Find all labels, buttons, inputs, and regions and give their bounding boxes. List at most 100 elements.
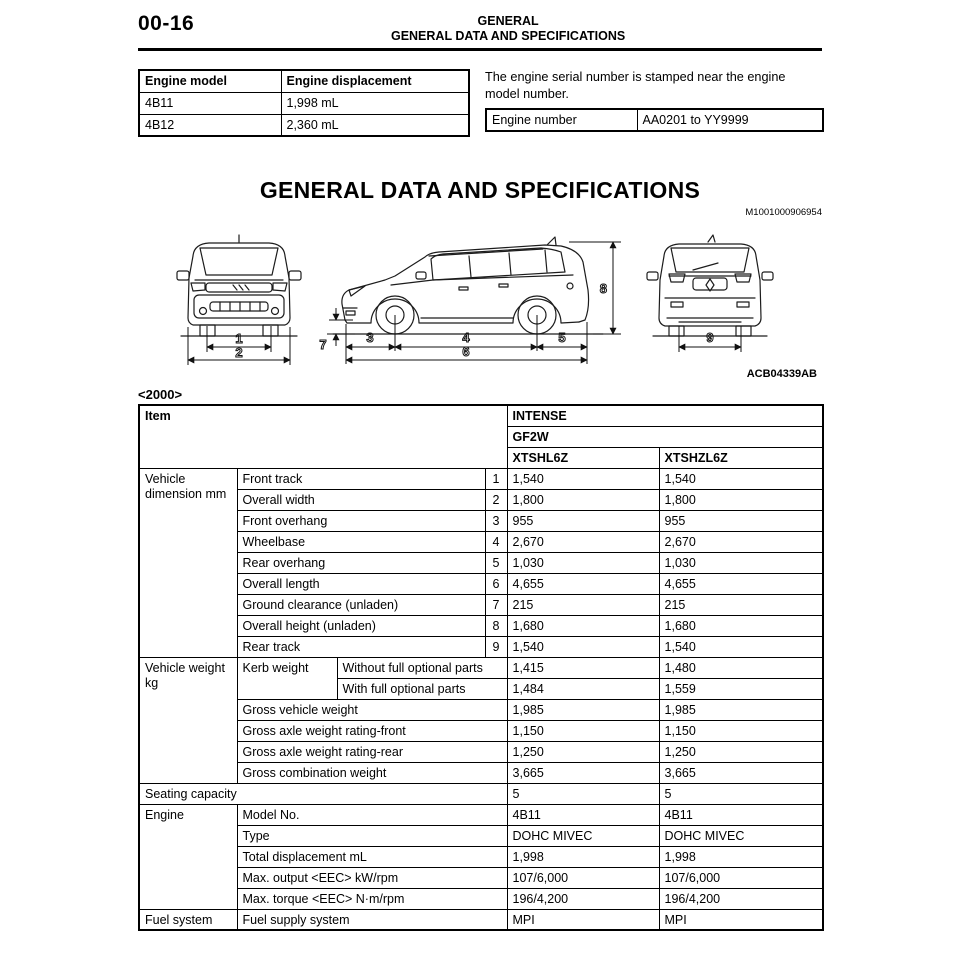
table-cell: 4 [484,530,508,553]
header-rule [138,48,822,51]
table-row: Gross combination weight 3,665 3,665 [139,761,824,784]
table-cell: 3,665 [658,761,824,784]
table-cell: Wheelbase [236,530,486,553]
table-row: Type DOHC MIVEC DOHC MIVEC [139,824,824,847]
table-cell: 1,680 [506,614,660,637]
engine-number-table: Engine number AA0201 to YY9999 [485,108,824,132]
table-cell: Gross axle weight rating-rear [236,740,508,763]
variant-label: <2000> [138,387,183,402]
vehicle-dimensions-figure: 1 2 [176,234,817,380]
table-row: 4B12 2,360 mL [138,113,470,137]
table-cell: MPI [506,908,660,931]
table-cell: 1,800 [658,488,824,511]
table-cell: 2 [484,488,508,511]
table-cell: 1,030 [658,551,824,574]
table-row: Fuel system Fuel supply system MPI MPI [138,908,824,931]
table-cell: 7 [484,593,508,616]
table-cell: 1,998 [506,845,660,868]
table-cell: 955 [658,509,824,532]
table-cell: Fuel supply system [236,908,508,931]
dim-label-4: 4 [462,330,470,345]
table-cell: Model No. [236,803,508,826]
table-row: Overall width 2 1,800 1,800 [139,488,824,511]
doc-code: M1001000906954 [745,207,822,218]
table-row: Seating capacity 5 5 [138,782,824,805]
table-cell: Type [236,824,508,847]
table-row: 4B11 1,998 mL [138,91,470,115]
table-cell: 1,150 [506,719,660,742]
table-cell: 1,680 [658,614,824,637]
table-cell: Seating capacity [138,782,508,805]
engine-displacement-header: Engine displacement [280,69,470,93]
table-cell: 955 [506,509,660,532]
table-cell: 5 [658,782,824,805]
figure-code: ACB04339AB [747,368,817,380]
front-view-dimensions: 1 2 [187,326,291,365]
table-cell: 2,670 [658,530,824,553]
dim-label-7: 7 [319,337,326,352]
table-cell: 9 [484,635,508,658]
side-view-dimensions: 7 3 4 5 6 8 [319,241,621,364]
table-cell: MPI [658,908,824,931]
page-header: 00-16 GENERAL GENERAL DATA AND SPECIFICA… [138,0,822,44]
table-cell: Gross vehicle weight [236,698,508,721]
table-cell: 1,540 [658,467,824,490]
table-cell: 2,360 mL [280,113,470,137]
dim-label-1: 1 [235,331,242,346]
category-cell: Vehicle weight kg [138,656,238,784]
table-cell: Kerb weight [236,656,338,700]
table-cell: 1,559 [658,677,824,700]
dim-label-2: 2 [235,345,242,360]
variant-left-header: XTSHL6Z [506,446,660,469]
table-cell: 196/4,200 [658,887,824,910]
table-cell: 1,415 [506,656,660,679]
table-cell: 2,670 [506,530,660,553]
rear-view-dimensions: 9 [678,326,742,352]
table-cell: 4,655 [658,572,824,595]
table-cell: 1,800 [506,488,660,511]
table-cell: Without full optional parts [336,656,508,679]
table-cell: 1 [484,467,508,490]
dim-label-5: 5 [558,330,565,345]
table-cell: Max. torque <EEC> N·m/rpm [236,887,508,910]
table-cell: 107/6,000 [506,866,660,889]
table-cell: With full optional parts [336,677,508,700]
serial-note-block: The engine serial number is stamped near… [485,69,824,137]
dim-label-3: 3 [366,330,373,345]
table-cell: 4,655 [506,572,660,595]
table-cell: Max. output <EEC> kW/rpm [236,866,508,889]
header-section-title: GENERAL DATA AND SPECIFICATIONS [390,29,626,43]
top-section: Engine model Engine displacement 4B11 1,… [138,69,824,137]
table-row: Gross axle weight rating-rear 1,250 1,25… [139,740,824,763]
trim-header: INTENSE [506,404,824,427]
side-view [332,236,604,335]
table-cell: Rear overhang [236,551,486,574]
table-row: Ground clearance (unladen) 7 215 215 [139,593,824,616]
table-cell: Overall width [236,488,486,511]
table-cell: DOHC MIVEC [658,824,824,847]
category-cell: Vehicle dimension mm [138,467,238,658]
table-cell: 5 [506,782,660,805]
table-cell: DOHC MIVEC [506,824,660,847]
dim-label-6: 6 [462,344,469,359]
table-cell: 4B11 [506,803,660,826]
table-cell: 1,480 [658,656,824,679]
header-titles: GENERAL GENERAL DATA AND SPECIFICATIONS [194,12,822,44]
table-cell: 4B12 [138,113,282,137]
table-cell: Overall height (unladen) [236,614,486,637]
table-cell: 1,250 [506,740,660,763]
table-row: Engine Model No. 4B11 4B11 [138,803,824,910]
table-cell: Gross axle weight rating-front [236,719,508,742]
table-row: Max. output <EEC> kW/rpm 107/6,000 107/6… [139,866,824,889]
table-cell: 3,665 [506,761,660,784]
table-row: Rear track 9 1,540 1,540 [139,635,824,658]
header-group-title: GENERAL [477,14,539,28]
table-row: Engine number AA0201 to YY9999 [485,108,824,132]
table-cell: 1,998 mL [280,91,470,115]
table-cell: 215 [658,593,824,616]
table-cell: Ground clearance (unladen) [236,593,486,616]
table-cell: 1,484 [506,677,660,700]
table-row: Overall length 6 4,655 4,655 [139,572,824,595]
table-cell: 5 [484,551,508,574]
